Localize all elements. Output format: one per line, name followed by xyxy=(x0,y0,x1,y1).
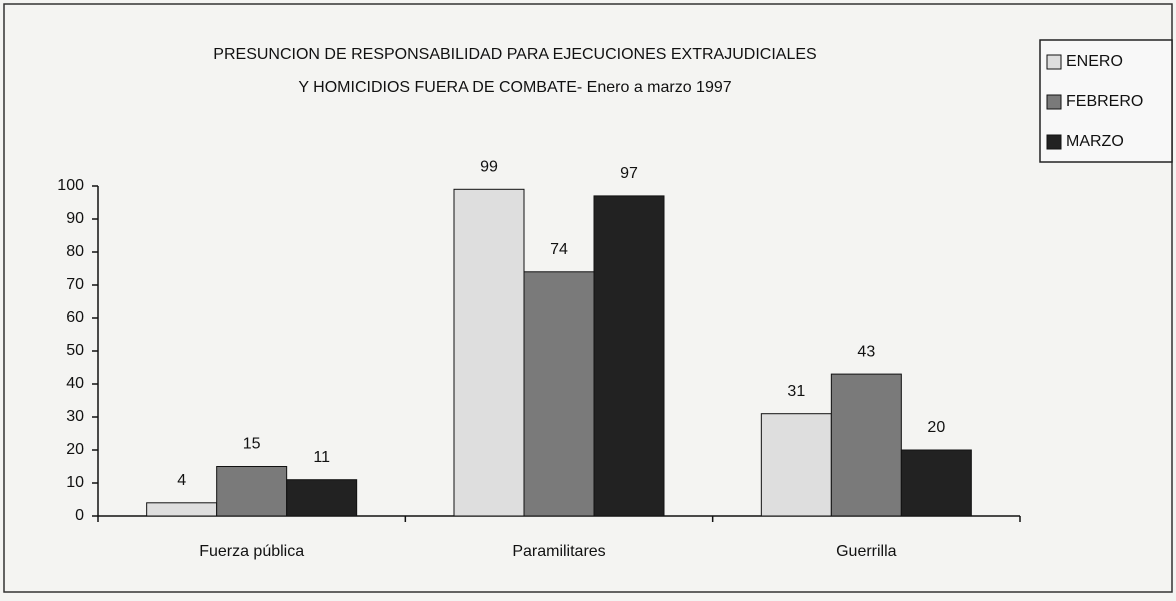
x-tick-label: Paramilitares xyxy=(512,543,605,560)
data-label: 15 xyxy=(243,436,261,453)
legend-box xyxy=(1039,39,1173,163)
y-tick-label: 20 xyxy=(66,441,84,458)
data-label: 43 xyxy=(857,343,875,360)
bar xyxy=(146,502,218,517)
legend-label: ENERO xyxy=(1066,53,1123,70)
data-label: 4 xyxy=(177,472,186,489)
y-tick-label: 80 xyxy=(66,243,84,260)
bar xyxy=(286,479,358,517)
y-tick-label: 30 xyxy=(66,408,84,425)
legend-swatch xyxy=(1046,94,1062,110)
y-tick-label: 60 xyxy=(66,309,84,326)
chart-title: PRESUNCION DE RESPONSABILIDAD PARA EJECU… xyxy=(213,46,816,63)
chart-title: Y HOMICIDIOS FUERA DE COMBATE- Enero a m… xyxy=(298,79,731,96)
data-label: 97 xyxy=(620,165,638,182)
legend-swatch xyxy=(1046,54,1062,70)
y-tick-label: 50 xyxy=(66,342,84,359)
y-tick-label: 90 xyxy=(66,210,84,227)
bar xyxy=(593,195,665,517)
bar xyxy=(900,449,972,517)
legend-label: FEBRERO xyxy=(1066,93,1143,110)
data-label: 74 xyxy=(550,241,568,258)
data-label: 31 xyxy=(787,383,805,400)
bar xyxy=(830,373,902,517)
bar xyxy=(453,188,525,517)
bar xyxy=(216,466,288,517)
y-tick-label: 70 xyxy=(66,276,84,293)
x-tick-label: Guerrilla xyxy=(836,543,897,560)
x-tick-label: Fuerza pública xyxy=(199,543,304,560)
data-label: 11 xyxy=(313,449,330,466)
y-tick-label: 10 xyxy=(66,474,84,491)
bar xyxy=(523,271,595,517)
data-label: 20 xyxy=(927,419,945,436)
data-label: 99 xyxy=(480,159,498,176)
y-tick-label: 0 xyxy=(75,507,84,524)
legend-label: MARZO xyxy=(1066,133,1124,150)
y-tick-label: 100 xyxy=(57,177,84,194)
bar xyxy=(760,413,832,517)
legend-swatch xyxy=(1046,134,1062,150)
y-tick-label: 40 xyxy=(66,375,84,392)
